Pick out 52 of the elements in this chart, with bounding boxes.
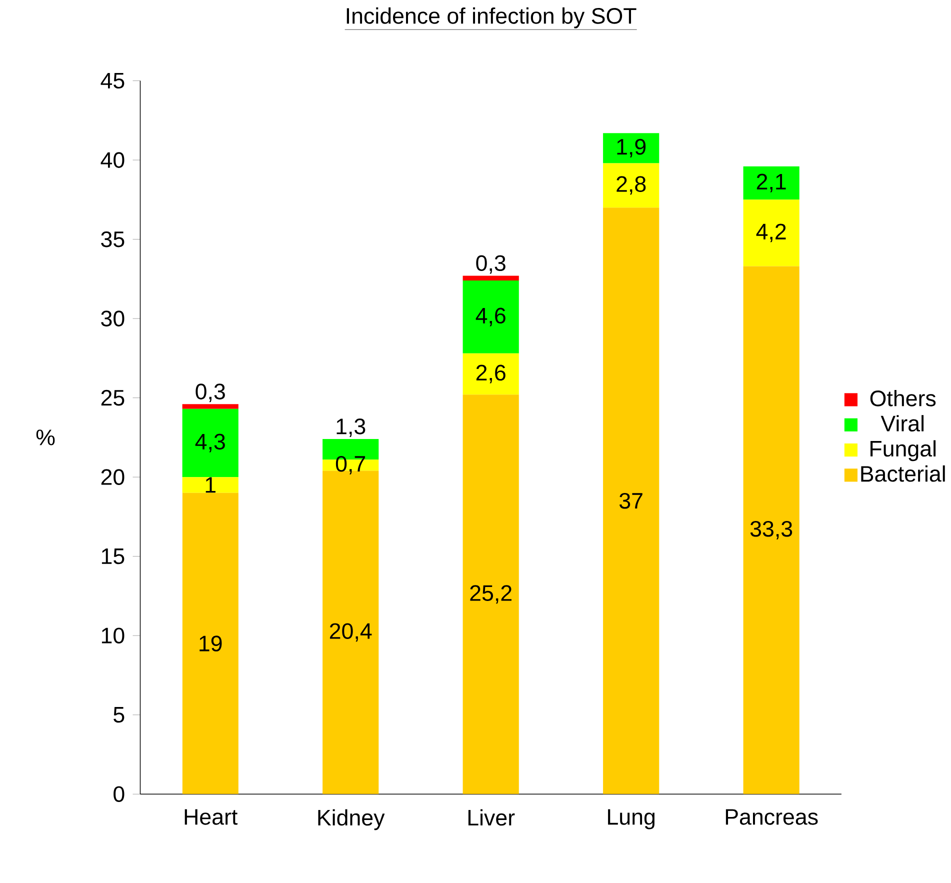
- data-label: 4,6: [476, 308, 506, 326]
- data-label: 1,9: [617, 138, 646, 158]
- bar: [462, 280, 519, 354]
- data-label: 1,3: [336, 418, 366, 438]
- y-tick-label: 15: [102, 548, 124, 564]
- data-label: 4,2: [756, 224, 786, 242]
- bar: [603, 133, 660, 164]
- data-label: 25,2: [470, 585, 512, 604]
- x-tick-label: Liver: [468, 809, 515, 826]
- data-label: 33,3: [750, 520, 792, 540]
- data-label: 0,3: [196, 384, 225, 402]
- chart-title: Incidence of infection by SOT: [346, 7, 636, 28]
- y-tick-label: 10: [102, 628, 124, 644]
- y-tick-label: 30: [101, 310, 124, 327]
- bar: [182, 404, 238, 409]
- data-label: 2,8: [616, 176, 646, 195]
- data-label: 0,7: [336, 456, 366, 474]
- legend-label: Others: [870, 390, 936, 406]
- y-tick-label: 40: [100, 152, 124, 168]
- bar: [182, 492, 238, 794]
- data-label: 19: [200, 636, 222, 652]
- data-label: 2,1: [756, 174, 786, 192]
- legend-label: Viral: [880, 415, 924, 432]
- y-tick-label: 35: [101, 231, 124, 248]
- bar: [603, 163, 660, 208]
- data-label: 0,3: [476, 255, 506, 274]
- legend-label: Bacterial: [861, 465, 945, 482]
- y-tick-label: 0: [114, 786, 124, 802]
- data-label: 1: [206, 477, 216, 493]
- y-tick-label: 5: [114, 707, 124, 723]
- y-tick-label: 20: [101, 469, 124, 486]
- x-tick-label: Kidney: [318, 809, 385, 830]
- bar: [182, 477, 238, 493]
- bar: [462, 394, 519, 794]
- x-tick-label: Pancreas: [726, 809, 818, 825]
- bar: [603, 208, 660, 794]
- bar: [462, 276, 519, 281]
- y-axis-title: %: [36, 430, 55, 446]
- x-tick-label: Heart: [184, 809, 238, 825]
- y-tick-label: 45: [100, 73, 124, 89]
- bar: [743, 200, 800, 266]
- y-tick-label: 25: [101, 390, 124, 406]
- bar: [743, 266, 800, 794]
- bar: [462, 353, 519, 395]
- bar: [182, 408, 238, 478]
- data-label: 37: [620, 492, 642, 509]
- data-label: 2,6: [476, 364, 506, 384]
- x-tick-label: Lung: [608, 809, 654, 830]
- data-label: 20,4: [330, 623, 372, 642]
- bar: [743, 166, 800, 200]
- data-label: 4,3: [195, 434, 225, 452]
- legend-label: Fungal: [870, 440, 936, 462]
